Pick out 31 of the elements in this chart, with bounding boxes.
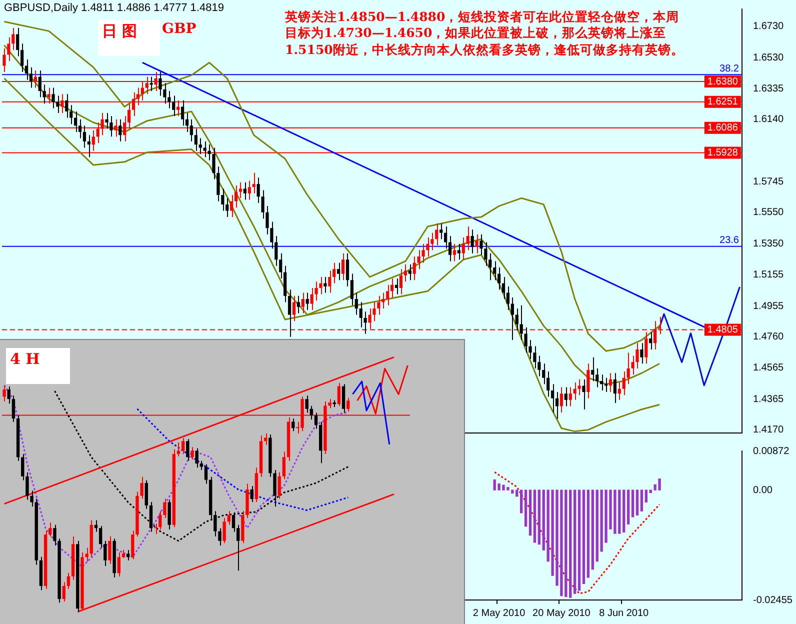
annotation: 4 H	[6, 348, 70, 384]
annotation: 23.6	[720, 235, 740, 246]
ref-line-label: 1.4805	[707, 324, 738, 336]
x-tick-label: 2 May 2010	[472, 608, 526, 619]
y-tick-label: 1.5550	[753, 207, 784, 218]
y-tick-label: 1.6730	[753, 21, 784, 32]
y-tick-label: 1.5155	[753, 269, 784, 280]
y-tick-label: 1.6335	[753, 83, 784, 94]
y-tick-label: 1.4565	[753, 362, 784, 374]
annotation: 英镑关注1.4850—1.4880，短线投资者可在此位置轻仓做空，本周目标为1.4730—1.4650，如果此位置被上破，那么英镑将上涨至1.5150附近，中长线方向本人依然看多英镑，逢低可做多持有英镑。	[285, 9, 685, 58]
y-tick-label: 1.5350	[753, 238, 784, 250]
y-tick-label: 0.00872	[753, 446, 790, 457]
y-tick-label: 1.4170	[753, 424, 784, 436]
ref-line-label: 1.6380	[707, 76, 738, 88]
ref-line-label: 1.6086	[707, 122, 738, 134]
x-tick-label: 8 Jun 2010	[599, 608, 650, 619]
y-tick-label: 1.6140	[753, 114, 784, 126]
y-tick-label: -0.02455	[753, 594, 793, 606]
y-tick-label: 1.6530	[753, 52, 784, 64]
y-tick-label: 0.00	[753, 484, 773, 496]
ref-line-label: 1.6251	[707, 96, 738, 108]
chart-title: GBPUSD,Daily 1.4811 1.4886 1.4777 1.4819	[4, 2, 224, 14]
y-tick-label: 1.4365	[753, 394, 784, 405]
annotation: 38.2	[720, 63, 740, 74]
annotation: 日 图	[98, 20, 160, 56]
y-tick-label: 1.5745	[753, 176, 784, 188]
annotation: GBP	[162, 20, 196, 38]
y-tick-label: 1.4760	[753, 332, 784, 343]
y-tick-label: 1.4955	[753, 300, 784, 312]
x-tick-label: 20 May 2010	[532, 608, 591, 619]
ref-line-label: 1.5928	[707, 148, 738, 158]
